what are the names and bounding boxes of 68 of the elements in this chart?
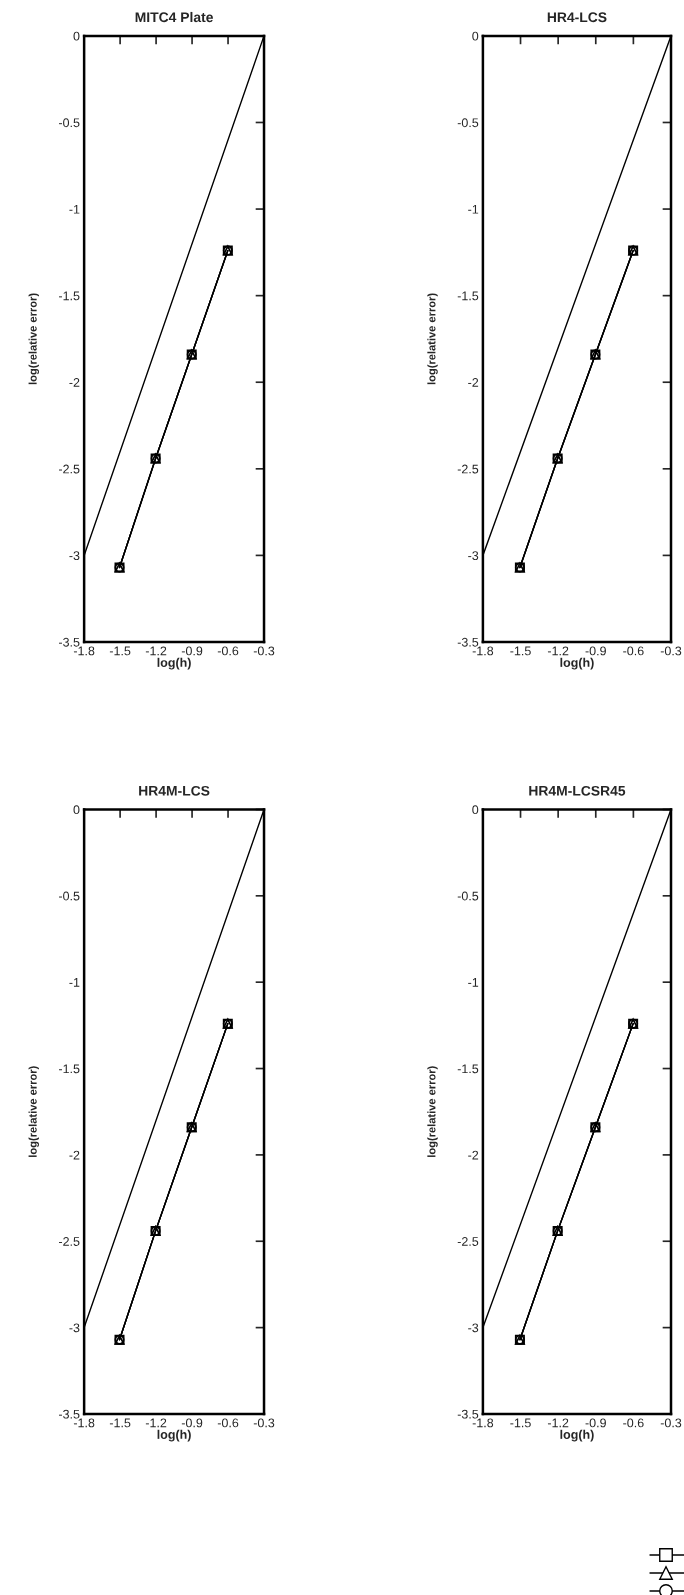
y-tick-label: -2.5	[58, 1237, 80, 1246]
y-tick-label: -2	[468, 378, 479, 387]
chart-title: HR4M-LCS	[139, 785, 210, 796]
y-tick-label: -2.5	[457, 464, 479, 474]
x-tick-label: -0.9	[585, 646, 606, 656]
x-tick-label: -0.3	[660, 1418, 682, 1428]
y-tick-label: -1	[69, 204, 80, 214]
y-tick-label: -3	[468, 1323, 479, 1333]
x-tick-label: -1.5	[510, 1418, 531, 1428]
x-axis-title: log(h)	[157, 1429, 191, 1442]
y-tick-label: -1.5	[58, 1064, 80, 1074]
y-axis-title: log(relative error)	[28, 293, 39, 385]
y-tick-label: -3.5	[457, 637, 479, 647]
x-tick-label: -1.8	[472, 1418, 494, 1428]
x-tick-label: -1.2	[145, 1418, 167, 1428]
y-tick-label: -0.5	[58, 118, 80, 128]
y-tick-label: -2	[69, 1150, 80, 1160]
x-tick-label: -0.6	[623, 646, 644, 656]
x-axis-title: log(h)	[560, 1429, 594, 1442]
x-tick-label: -0.6	[217, 1418, 239, 1428]
y-tick-label: -2.5	[58, 464, 80, 474]
x-tick-label: -0.9	[585, 1418, 606, 1428]
y-tick-label: -3.5	[58, 1409, 80, 1419]
chart-title: HR4-LCS	[547, 12, 607, 23]
x-tick-label: -0.9	[181, 1418, 203, 1428]
y-tick-label: -2.5	[457, 1237, 479, 1246]
y-axis-title: log(relative error)	[427, 293, 438, 385]
x-tick-label: -1.2	[145, 646, 167, 656]
x-tick-label: -0.3	[660, 646, 682, 656]
y-tick-label: -2	[468, 1150, 479, 1160]
y-tick-label: -0.5	[58, 891, 80, 901]
y-tick-label: -1	[468, 204, 479, 214]
y-axis-title: log(relative error)	[28, 1066, 39, 1157]
x-tick-label: -0.3	[253, 646, 275, 656]
x-tick-label: -1.2	[547, 1418, 569, 1428]
y-tick-label: -1	[69, 978, 80, 987]
y-axis-title: log(relative error)	[427, 1066, 438, 1157]
x-tick-label: -1.5	[109, 1418, 131, 1428]
y-tick-label: 0	[73, 805, 80, 815]
y-tick-label: -1	[468, 978, 479, 987]
x-tick-label: -1.5	[109, 646, 131, 656]
x-tick-label: -1.8	[472, 646, 494, 656]
y-tick-label: 0	[472, 31, 479, 41]
x-tick-label: -1.8	[73, 646, 95, 656]
y-tick-label: -2	[69, 378, 80, 387]
x-tick-label: -0.6	[623, 1418, 644, 1428]
y-tick-label: -1.5	[58, 291, 80, 301]
y-tick-label: -0.5	[457, 118, 479, 128]
y-tick-label: -3	[69, 551, 80, 561]
chart-title: MITC4 Plate	[135, 11, 213, 23]
y-tick-label: 0	[73, 31, 80, 41]
x-tick-label: -0.9	[181, 646, 203, 656]
x-tick-label: -1.5	[510, 646, 531, 656]
chart-title: HR4M-LCSR45	[529, 785, 626, 796]
y-tick-label: -1.5	[457, 291, 479, 301]
y-tick-label: 0	[472, 805, 479, 815]
x-tick-label: -1.8	[73, 1418, 95, 1428]
y-tick-label: -3	[69, 1323, 80, 1333]
y-tick-label: -3.5	[58, 637, 80, 647]
y-tick-label: -3	[468, 551, 479, 561]
x-tick-label: -1.2	[547, 646, 569, 656]
x-tick-label: -0.6	[217, 646, 239, 656]
y-tick-label: -0.5	[457, 891, 479, 901]
x-axis-title: log(h)	[560, 657, 594, 670]
x-tick-label: -0.3	[253, 1418, 275, 1428]
y-tick-label: -3.5	[457, 1409, 479, 1419]
x-axis-title: log(h)	[157, 657, 191, 670]
y-tick-label: -1.5	[457, 1064, 479, 1074]
